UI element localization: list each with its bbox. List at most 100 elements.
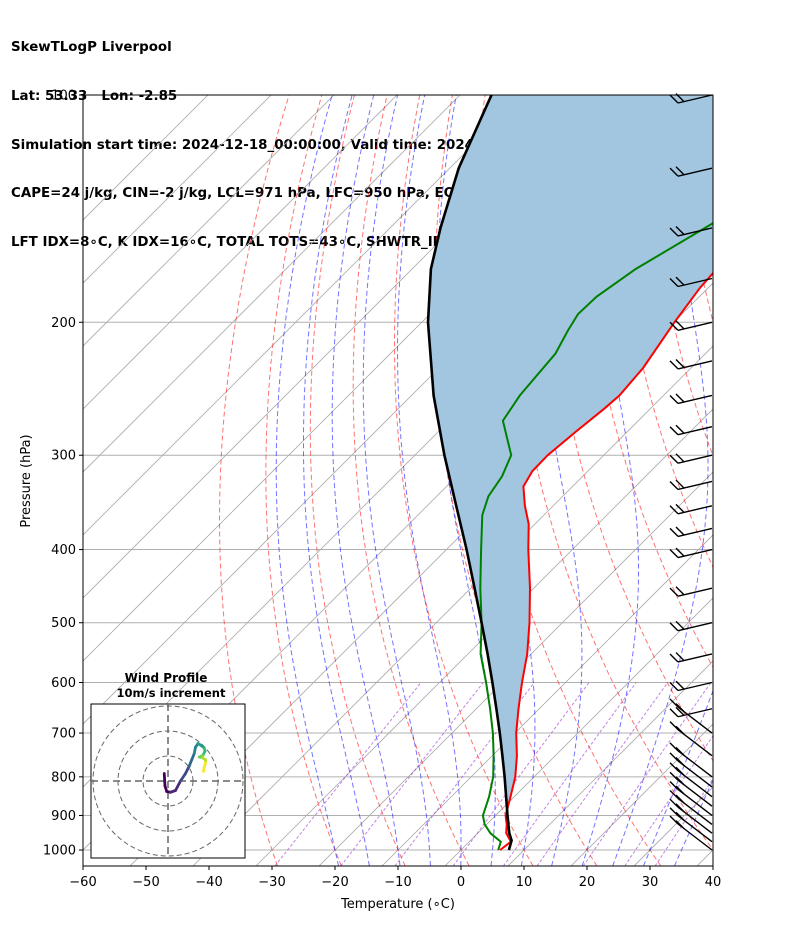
wind-barb — [669, 453, 713, 464]
y-tick-label: 1000 — [43, 844, 76, 859]
wind-barb — [669, 815, 713, 851]
dry-adiabat — [779, 95, 794, 866]
dry-adiabat — [218, 95, 290, 866]
dry-adiabat — [433, 95, 598, 866]
isotherm-line — [444, 597, 713, 866]
y-tick-label: 900 — [51, 809, 76, 824]
mixing-ratio-line — [624, 734, 713, 866]
hodograph-segment — [202, 765, 206, 773]
isotherm-line — [83, 95, 335, 347]
moist-adiabat — [643, 689, 713, 866]
wind-barb — [669, 780, 713, 817]
wind-barb — [669, 166, 713, 177]
x-tick-label: −60 — [69, 875, 96, 890]
wind-barb — [669, 706, 713, 718]
wind-barb — [669, 503, 713, 515]
x-tick-label: −10 — [384, 875, 411, 890]
y-axis-label: Pressure (hPa) — [19, 434, 34, 527]
x-tick-label: 30 — [642, 875, 659, 890]
isotherm-line — [570, 723, 713, 866]
mixing-ratio-line — [654, 777, 713, 866]
mixing-ratio-line — [452, 682, 590, 866]
x-tick-label: 10 — [516, 875, 533, 890]
wind-barb — [669, 526, 713, 538]
x-tick-label: −50 — [132, 875, 159, 890]
wind-barb — [669, 424, 713, 436]
temperature-line — [499, 271, 713, 851]
isotherm-line — [83, 95, 461, 473]
moist-adiabat — [612, 95, 709, 866]
moist-adiabat — [673, 778, 713, 866]
dry-adiabat — [746, 95, 794, 866]
y-tick-label: 100 — [51, 89, 76, 104]
isotherm-line — [318, 471, 713, 866]
hodograph-inset: Wind Profile 10m/s increment — [90, 671, 246, 859]
wind-barb — [669, 547, 713, 559]
y-tick-label: 600 — [51, 676, 76, 691]
wind-barb — [669, 680, 713, 692]
x-tick-label: 20 — [579, 875, 596, 890]
x-tick-label: −30 — [258, 875, 285, 890]
mixing-ratio-line — [536, 682, 669, 866]
hodograph-title: Wind Profile — [125, 671, 208, 685]
wind-barb — [669, 276, 713, 288]
chart-title: SkewTLogP Liverpool — [11, 40, 172, 56]
wind-barb — [669, 620, 713, 632]
wind-barb — [669, 479, 713, 491]
wind-barb — [669, 358, 713, 370]
parcel-line — [426, 95, 513, 851]
wind-barb — [669, 226, 713, 237]
y-tick-label: 700 — [51, 727, 76, 742]
isotherm-line — [507, 660, 713, 866]
dry-adiabat — [394, 95, 534, 866]
y-tick-label: 500 — [51, 616, 76, 631]
hodograph-segment — [174, 779, 182, 792]
y-tick-label: 800 — [51, 770, 76, 785]
dry-adiabat — [714, 95, 794, 866]
moist-adiabat — [303, 95, 370, 866]
isotherm-line — [192, 345, 713, 866]
wind-barb — [669, 721, 713, 757]
x-tick-label: 0 — [457, 875, 465, 890]
y-tick-label: 400 — [51, 543, 76, 558]
mixing-ratio-line — [502, 682, 637, 866]
x-tick-label: −20 — [321, 875, 348, 890]
mixing-ratio-line — [274, 682, 422, 866]
dewpoint-line — [479, 222, 713, 851]
isotherm-line — [255, 408, 713, 866]
moist-adiabat — [581, 95, 639, 866]
wind-barb — [669, 698, 713, 734]
x-tick-label: −40 — [195, 875, 222, 890]
wind-barb — [669, 752, 713, 788]
moist-adiabat — [331, 95, 401, 866]
hodograph-segment — [179, 772, 187, 783]
x-tick-label: 40 — [705, 875, 722, 890]
wind-barb — [669, 320, 713, 331]
moist-adiabat — [397, 95, 462, 866]
wind-barb — [669, 762, 713, 798]
cape-area — [428, 95, 713, 842]
isotherm-line — [740, 75, 794, 886]
isotherm-line — [83, 95, 272, 284]
hodograph-subtitle: 10m/s increment — [117, 686, 226, 700]
x-axis-label: Temperature (∘C) — [340, 897, 455, 912]
wind-barb — [669, 742, 713, 778]
y-tick-label: 300 — [51, 449, 76, 464]
location-line: Lat: 53.33 Lon: -2.85 — [11, 89, 178, 104]
mixing-ratio-line — [340, 682, 484, 866]
isotherm-line — [83, 95, 398, 410]
moist-adiabat — [275, 95, 339, 866]
wind-barb — [669, 652, 713, 663]
mixing-ratio-line — [582, 682, 712, 866]
isotherm-line — [381, 534, 713, 866]
isotherm-line — [83, 95, 209, 221]
moist-adiabat — [362, 95, 431, 866]
wind-barb — [669, 586, 713, 597]
y-tick-label: 200 — [51, 316, 76, 331]
wind-barb — [669, 771, 713, 807]
hodograph-segment — [162, 772, 167, 788]
wind-barb — [669, 798, 713, 834]
dry-adiabat — [265, 95, 342, 866]
isotherm-line — [83, 95, 524, 536]
